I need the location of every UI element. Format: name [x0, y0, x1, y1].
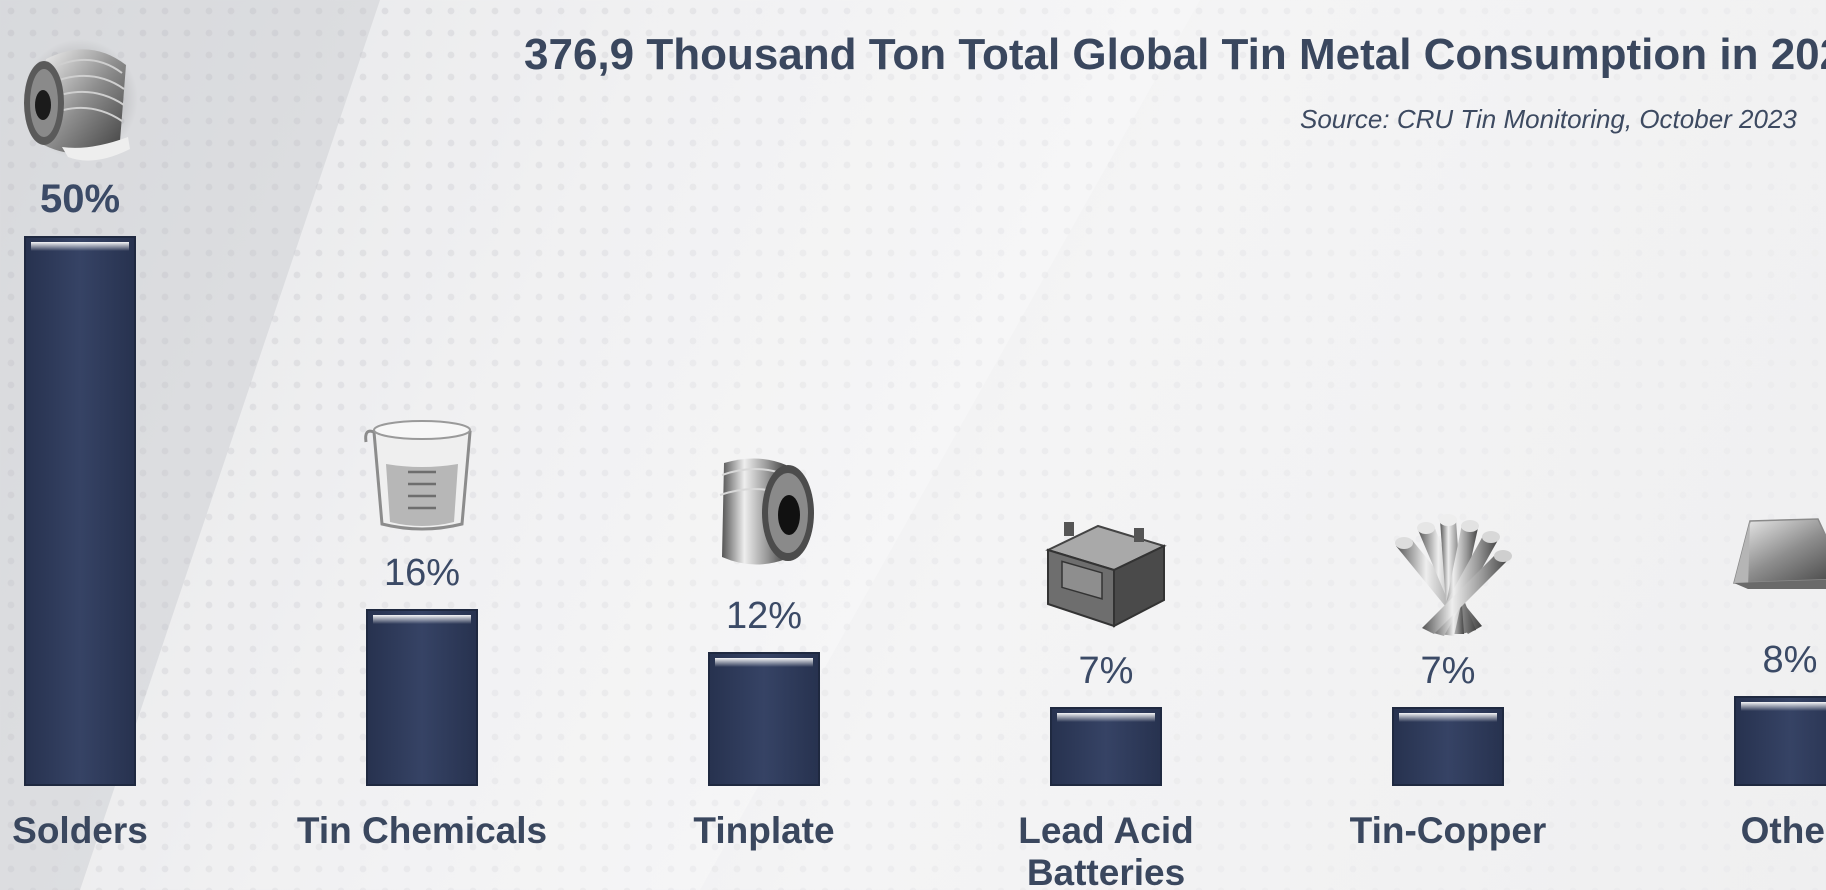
- car-battery-icon: [1047, 521, 1165, 627]
- chart-title: 376,9 Thousand Ton Total Global Tin Meta…: [524, 30, 1826, 79]
- category-label: Tin Chemicals: [297, 810, 547, 851]
- bar: [24, 236, 136, 786]
- bar: [366, 609, 478, 786]
- value-label: 7%: [1079, 650, 1134, 692]
- copper-rods-icon: [1395, 514, 1512, 636]
- value-label: 12%: [726, 595, 802, 637]
- category-label: Lead Acid Batteries: [1018, 810, 1193, 890]
- bar: [1050, 707, 1162, 786]
- category-label: Solders: [12, 810, 148, 851]
- beaker-icon: [364, 419, 472, 531]
- bar: [708, 652, 820, 786]
- value-label: 50%: [40, 177, 120, 221]
- category-label: Tin-Copper: [1350, 810, 1547, 851]
- metal-ingot-icon: [1733, 518, 1826, 590]
- chart-source: Source: CRU Tin Monitoring, October 2023: [1300, 104, 1797, 134]
- category-label: Other: [1741, 810, 1826, 851]
- bar: [1392, 707, 1504, 786]
- category-label: Tinplate: [693, 810, 834, 851]
- solder-wire-spool-icon: [21, 38, 139, 162]
- steel-coil-icon: [719, 457, 815, 566]
- value-label: 7%: [1421, 650, 1476, 692]
- value-label: 8%: [1763, 639, 1818, 681]
- bar: [1734, 696, 1826, 786]
- value-label: 16%: [384, 552, 460, 594]
